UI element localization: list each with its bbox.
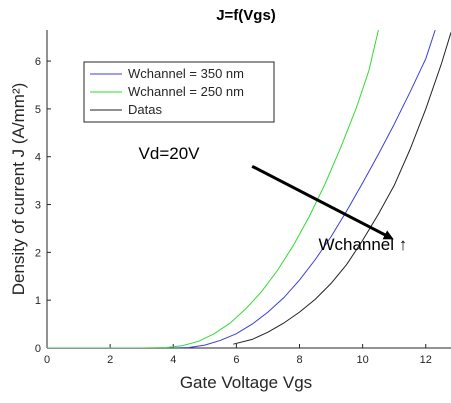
x-tick-label: 0 (44, 354, 50, 366)
legend: Wchannel = 350 nm Wchannel = 250 nm Datas (83, 61, 275, 123)
x-axis-label: Gate Voltage Vgs (180, 373, 312, 392)
x-tick-label: 6 (233, 354, 239, 366)
legend-label-2: Datas (128, 102, 162, 117)
legend-label-1: Wchannel = 250 nm (128, 84, 244, 99)
series-lines (47, 30, 451, 348)
x-axis-ticks: 0 2 4 6 8 10 12 (44, 344, 432, 366)
series-line-2 (233, 32, 451, 345)
x-tick-label: 10 (357, 354, 369, 366)
y-tick-label: 5 (35, 104, 41, 116)
series-line-1 (47, 30, 379, 348)
series-line-0 (47, 30, 436, 348)
trend-arrow (251, 164, 394, 240)
x-tick-label: 2 (107, 354, 113, 366)
x-tick-label: 8 (296, 354, 302, 366)
y-tick-label: 3 (35, 200, 41, 212)
y-axis-label: Density of current J (A/mm²) (9, 83, 28, 296)
y-tick-label: 2 (35, 247, 41, 259)
y-tick-label: 6 (35, 56, 41, 68)
x-tick-label: 4 (170, 354, 176, 366)
chart-title: J=f(Vgs) (216, 7, 276, 24)
x-tick-label: 12 (420, 354, 432, 366)
y-tick-label: 4 (35, 152, 41, 164)
legend-label-0: Wchannel = 350 nm (128, 66, 244, 81)
y-tick-label: 1 (35, 295, 41, 307)
annotation-wchannel: Wchannel ↑ (318, 235, 407, 254)
y-tick-label: 0 (35, 343, 41, 355)
annotation-vd: Vd=20V (139, 144, 201, 163)
